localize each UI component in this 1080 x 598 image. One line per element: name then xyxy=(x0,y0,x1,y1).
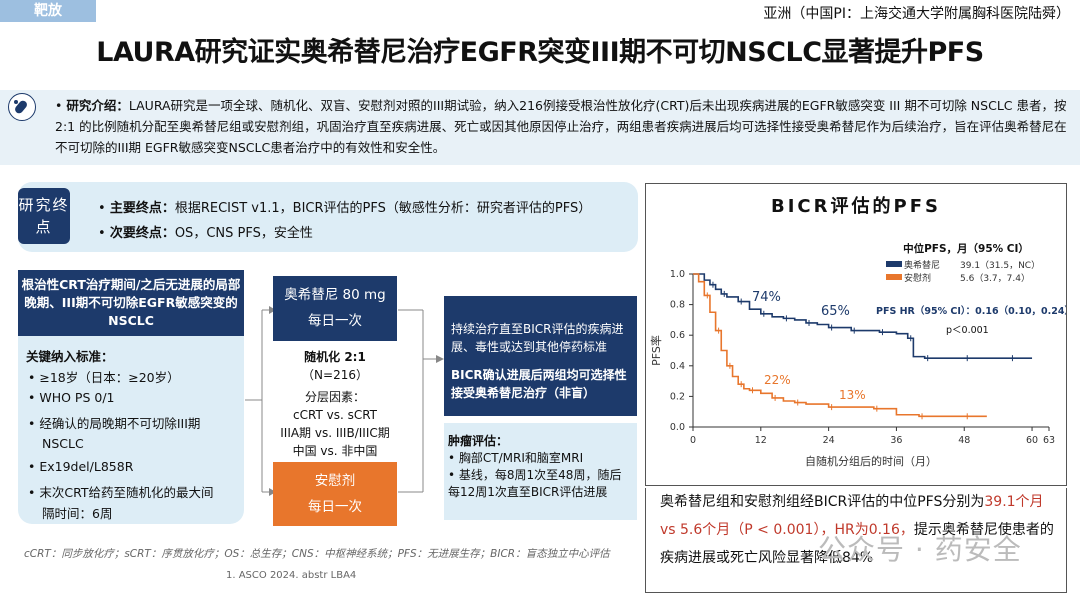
tumor-item-text: 基线，每8周1次至48周，随后每12周1次直至BICR评估进展 xyxy=(448,468,622,499)
x-tick-label: 24 xyxy=(823,435,835,446)
intro-text: • 研究介绍：LAURA研究是一项全球、随机化、双盲、安慰剂对照的III期试验，… xyxy=(55,98,1067,155)
tumor-item-text: 胸部CT/MRI和脑室MRI xyxy=(458,451,584,465)
outcome-text1: 持续治疗直至BICR评估的疾病进展、毒性或达到其他停药标准 xyxy=(451,322,624,354)
placebo-freq: 每日一次 xyxy=(308,499,362,515)
legend-median: 5.6（3.7，7.4） xyxy=(960,273,1030,284)
y-tick-label: 1.0 xyxy=(670,269,685,280)
tumor-assessment-card: 肿瘤评估： • 胸部CT/MRI和脑室MRI • 基线，每8周1次至48周，随后… xyxy=(444,423,637,520)
section-tag: 靶放 xyxy=(0,0,96,22)
watermark: 公众号 · 药安全 xyxy=(818,533,1022,566)
annotation-22: 22% xyxy=(764,373,791,387)
osimertinib-dose: 奥希替尼 80 mg xyxy=(284,287,386,303)
x-tick-label: 63 xyxy=(1043,435,1055,446)
criteria-item: • ≥18岁（日本：≥20岁） xyxy=(28,370,180,385)
y-tick-label: 0.0 xyxy=(670,422,685,433)
intro-label: 研究介绍： xyxy=(66,98,129,113)
intro-panel xyxy=(0,90,1080,165)
randomization-block: 随机化 2:1 （N=216） 分层因素： cCRT vs. sCRT IIIA… xyxy=(260,348,410,460)
summary-text: 奥希替尼组和安慰剂组经BICR评估的中位PFS分别为39.1个月 vs 5.6个… xyxy=(645,488,1067,593)
summary-highlight: 39.1个月 vs 5.6个月（P < 0.001），HR为0.16， xyxy=(660,494,1044,538)
criteria-text: Ex19del/L858R xyxy=(39,459,134,474)
strat-line: 中国 vs. 非中国 xyxy=(292,444,378,458)
criteria-item: • Ex19del/L858R xyxy=(28,459,134,474)
y-axis-label: PFS率 xyxy=(649,335,663,366)
secondary-endpoint-text: OS，CNS PFS，安全性 xyxy=(174,226,313,241)
x-tick-label: 36 xyxy=(890,435,902,446)
x-axis-label: 自随机分组后的时间（月） xyxy=(805,454,937,468)
intro-body: LAURA研究是一项全球、随机化、双盲、安慰剂对照的III期试验，纳入216例接… xyxy=(55,98,1067,155)
criteria-item: • 经确认的局晚期不可切除III期 xyxy=(28,416,201,431)
chart-frame: BICR评估的PFS 中位PFS，月（95% CI） 0.0 0.2 0.4 0.6 0.8… xyxy=(645,183,1074,486)
osimertinib-arm: 奥希替尼 80 mg 每日一次 xyxy=(273,276,397,341)
strat-line: cCRT vs. sCRT xyxy=(293,408,377,422)
strat-title: 分层因素： xyxy=(304,390,365,404)
p-text: p＜0.001 xyxy=(946,325,989,336)
region-label: 亚洲（中国PI：上海交通大学附属胸科医院陆舜） xyxy=(763,6,1070,22)
randomization-n: （N=216） xyxy=(302,368,368,382)
legend-name: 安慰剂 xyxy=(904,272,931,284)
tumor-title: 肿瘤评估： xyxy=(448,434,509,448)
hr-text: PFS HR（95% CI）：0.16（0.10，0.24） xyxy=(876,305,1066,317)
summary-part1: 奥希替尼组和安慰剂组经BICR评估的中位PFS分别为 xyxy=(660,494,985,510)
criteria-text: WHO PS 0/1 xyxy=(39,390,115,405)
y-tick-label: 0.4 xyxy=(670,361,685,372)
legend-title: 中位PFS，月（95% CI） xyxy=(903,242,1029,255)
secondary-endpoint-label: 次要终点： xyxy=(109,226,175,241)
y-tick-label: 0.2 xyxy=(670,391,685,402)
y-tick-label: 0.6 xyxy=(670,330,685,341)
x-tick-label: 12 xyxy=(755,435,767,446)
legend-swatch xyxy=(886,274,902,280)
criteria-item-cont: NSCLC xyxy=(42,436,84,451)
criteria-title: 关键纳入标准： xyxy=(26,349,114,364)
km-curve-placebo xyxy=(693,273,987,418)
criteria-text: 经确认的局晚期不可切除III期 xyxy=(39,416,201,431)
placebo-arm: 安慰剂 每日一次 xyxy=(273,462,397,526)
outcome-box: 持续治疗直至BICR评估的疾病进展、毒性或达到其他停药标准 BICR确认进展后两… xyxy=(444,296,637,416)
x-tick-label: 0 xyxy=(690,435,696,446)
endpoints-panel xyxy=(18,182,638,252)
tumor-item: • 基线，每8周1次至48周，随后每12周1次直至BICR评估进展 xyxy=(448,468,622,499)
km-curve-osimertinib xyxy=(693,273,1033,359)
footnote: cCRT：同步放化疗；sCRT：序贯放化疗；OS：总生存；CNS：中枢神经系统；… xyxy=(24,548,610,560)
strat-line: IIIA期 vs. IIIB/IIIC期 xyxy=(280,426,390,440)
primary-endpoint-text: 根据RECIST v1.1，BICR评估的PFS（敏感性分析：研究者评估的PFS… xyxy=(174,201,592,216)
x-tick-label: 48 xyxy=(958,435,970,446)
legend-name: 奥希替尼 xyxy=(904,259,940,271)
criteria-item: • WHO PS 0/1 xyxy=(28,390,115,405)
legend-median: 39.1（31.5，NC） xyxy=(960,260,1040,271)
x-tick-label: 60 xyxy=(1026,435,1038,446)
tumor-item: • 胸部CT/MRI和脑室MRI xyxy=(448,451,584,465)
pill-icon xyxy=(8,93,36,121)
chart-title: BICR评估的PFS xyxy=(771,195,941,217)
endpoints-badge: 研究终点 xyxy=(18,188,70,244)
page-title: LAURA研究证实奥希替尼治疗EGFR突变III期不可切NSCLC显著提升PFS xyxy=(96,37,984,68)
primary-endpoint-label: 主要终点： xyxy=(109,201,175,216)
criteria-item-cont: 隔时间：6周 xyxy=(42,506,113,521)
annotation-74: 74% xyxy=(752,290,781,305)
y-tick-label: 0.8 xyxy=(670,300,685,311)
osimertinib-freq: 每日一次 xyxy=(308,313,362,329)
summary-part2: 提示奥希替尼使患者的疾病进展或死亡风险显著降低84% xyxy=(660,522,1054,566)
outcome-text2: BICR确认进展后两组均可选择性接受奥希替尼治疗（非盲） xyxy=(451,368,627,400)
criteria-item: • 末次CRT给药至随机化的最大间 xyxy=(28,485,214,500)
population-head: 根治性CRT治疗期间/之后无进展的局部晚期、III期不可切除EGFR敏感突变的N… xyxy=(18,270,244,336)
secondary-endpoint: • 次要终点：OS，CNS PFS，安全性 xyxy=(98,226,313,241)
reference: 1. ASCO 2024. abstr LBA4 xyxy=(226,570,357,581)
criteria-text: 末次CRT给药至随机化的最大间 xyxy=(39,485,214,500)
randomization-title: 随机化 2:1 xyxy=(304,350,366,364)
placebo-name: 安慰剂 xyxy=(314,473,356,489)
flow-connectors xyxy=(245,306,444,496)
annotation-13: 13% xyxy=(839,388,866,402)
km-chart: BICR评估的PFS 中位PFS，月（95% CI） 0.0 0.2 0.4 0.6 0.8… xyxy=(649,195,1074,468)
legend-swatch xyxy=(886,261,902,267)
criteria-text: ≥18岁（日本：≥20岁） xyxy=(39,370,180,385)
primary-endpoint: • 主要终点：根据RECIST v1.1，BICR评估的PFS（敏感性分析：研究… xyxy=(98,201,592,216)
annotation-65: 65% xyxy=(821,304,850,319)
